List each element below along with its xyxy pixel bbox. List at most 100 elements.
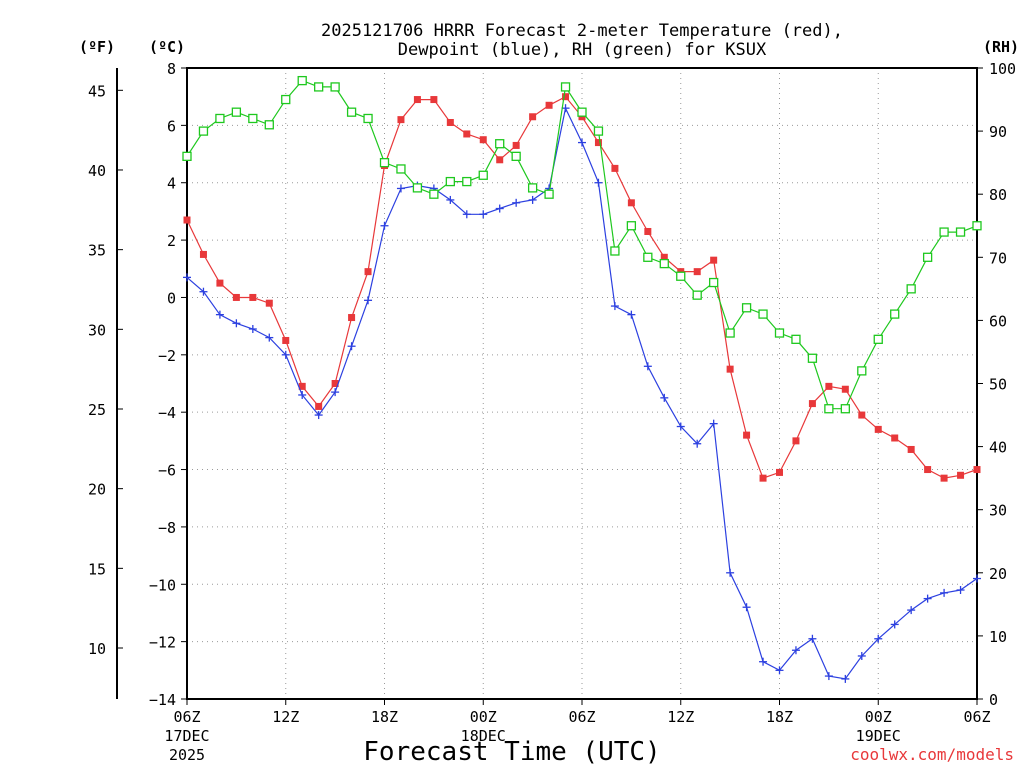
- rh-tick-label: 80: [989, 186, 1007, 204]
- 2-meter-temperature-point: [216, 279, 224, 287]
- rh-point: [890, 309, 900, 319]
- dewpoint-point: [199, 287, 208, 296]
- 2-meter-temperature-point: [479, 136, 487, 144]
- rh-point: [429, 189, 439, 199]
- rh-point: [330, 82, 340, 92]
- dewpoint-point: [824, 672, 833, 681]
- dewpoint-point: [660, 393, 669, 402]
- rh-tick-label: 60: [989, 312, 1007, 330]
- rh-point: [939, 227, 949, 237]
- rh-tick-label: 20: [989, 565, 1007, 583]
- dewpoint-point: [940, 588, 949, 597]
- 2-meter-temperature-point: [907, 445, 915, 453]
- fahrenheit-tick-label: 10: [88, 640, 106, 658]
- dewpoint-point: [808, 634, 817, 643]
- rh-point: [758, 309, 768, 319]
- rh-point: [972, 221, 982, 231]
- rh-tick-label: 50: [989, 376, 1007, 394]
- 2-meter-temperature-point: [891, 434, 899, 442]
- rh-point: [495, 139, 505, 149]
- dewpoint-point: [446, 195, 455, 204]
- rh-point: [248, 113, 258, 124]
- 2-meter-temperature-point: [249, 293, 257, 301]
- rh-point: [182, 151, 192, 161]
- dewpoint-point: [594, 178, 603, 187]
- x-tick-year-label: 2025: [169, 746, 205, 764]
- rh-point: [643, 252, 653, 262]
- 2-meter-temperature-point: [364, 268, 372, 276]
- fahrenheit-tick-label: 25: [88, 401, 106, 419]
- dewpoint-point: [973, 574, 981, 583]
- chart-title-line-2: Dewpoint (blue), RH (green) for KSUX: [398, 40, 767, 60]
- 2-meter-temperature-point: [710, 256, 718, 264]
- dewpoint-point: [281, 350, 290, 359]
- 2-meter-temperature-point: [644, 227, 652, 235]
- rh-point: [692, 290, 702, 300]
- dewpoint-point: [561, 104, 570, 113]
- rh-point: [725, 328, 735, 338]
- 2-meter-temperature-point: [446, 118, 454, 126]
- dewpoint-point: [676, 422, 685, 431]
- rh-point: [281, 94, 291, 105]
- 2-meter-temperature-point: [874, 425, 882, 433]
- 2-meter-temperature-point: [759, 474, 767, 482]
- dewpoint-point: [742, 603, 751, 612]
- rh-point: [462, 176, 472, 187]
- celsius-tick-label: −10: [149, 576, 176, 594]
- rh-point: [511, 151, 521, 161]
- x-tick-label: 00Z: [865, 708, 892, 726]
- 2-meter-temperature-point: [183, 216, 191, 224]
- x-tick-date-label: 18DEC: [461, 727, 506, 745]
- rh-point: [379, 157, 390, 168]
- dewpoint-point: [709, 419, 718, 428]
- dewpoint-point: [331, 388, 340, 397]
- tick-labels: 86420−2−4−6−8−10−12−14100908070605040302…: [88, 60, 1016, 764]
- dewpoint-point: [643, 362, 652, 371]
- dewpoint-point: [841, 674, 850, 683]
- x-tick-label: 06Z: [173, 708, 200, 726]
- dewpoint-point: [528, 195, 537, 204]
- dewpoint-point: [265, 333, 274, 342]
- rh-point: [741, 303, 752, 313]
- 2-meter-temperature-point: [545, 101, 553, 109]
- rh-point: [659, 258, 669, 269]
- rh-point: [544, 189, 554, 199]
- dewpoint-point: [495, 204, 504, 213]
- dewpoint-point: [248, 325, 257, 334]
- x-axis-label: Forecast Time (UTC): [363, 737, 660, 767]
- dewpoint-point: [298, 390, 307, 399]
- 2-meter-temperature-point: [529, 113, 537, 121]
- 2-meter-temperature-point: [594, 139, 602, 147]
- 2-meter-temperature-point: [808, 400, 816, 408]
- 2-meter-temperature-point: [611, 164, 619, 172]
- celsius-tick-label: −8: [158, 519, 176, 537]
- x-tick-label: 00Z: [470, 708, 497, 726]
- 2-meter-temperature-point: [726, 365, 734, 373]
- dewpoint-series: [183, 104, 981, 683]
- celsius-unit-label: (ºC): [149, 38, 185, 56]
- rh-point: [297, 75, 307, 86]
- fahrenheit-tick-label: 40: [88, 162, 106, 180]
- rh-point: [577, 107, 587, 117]
- rh-point: [774, 328, 785, 338]
- dewpoint-point: [232, 319, 241, 328]
- dewpoint-point: [396, 184, 405, 193]
- 2-meter-temperature-point: [463, 130, 471, 138]
- fahrenheit-tick-label: 45: [88, 82, 106, 100]
- celsius-tick-label: −4: [158, 404, 176, 422]
- rh-tick-label: 10: [989, 628, 1007, 646]
- rh-point: [346, 107, 357, 117]
- fahrenheit-tick-label: 35: [88, 242, 106, 260]
- celsius-tick-label: 8: [167, 60, 176, 78]
- x-tick-label: 06Z: [963, 708, 990, 726]
- 2-meter-temperature-point: [627, 199, 635, 207]
- 2-meter-temperature-point: [397, 116, 405, 124]
- chart-title-line-1: 2025121706 HRRR Forecast 2-meter Tempera…: [321, 21, 843, 41]
- rh-tick-label: 90: [989, 123, 1007, 141]
- dewpoint-point: [726, 568, 735, 577]
- x-tick-label: 12Z: [667, 708, 694, 726]
- dewpoint-point: [314, 411, 323, 420]
- 2-meter-temperature-point: [660, 253, 668, 261]
- rh-point: [215, 113, 225, 124]
